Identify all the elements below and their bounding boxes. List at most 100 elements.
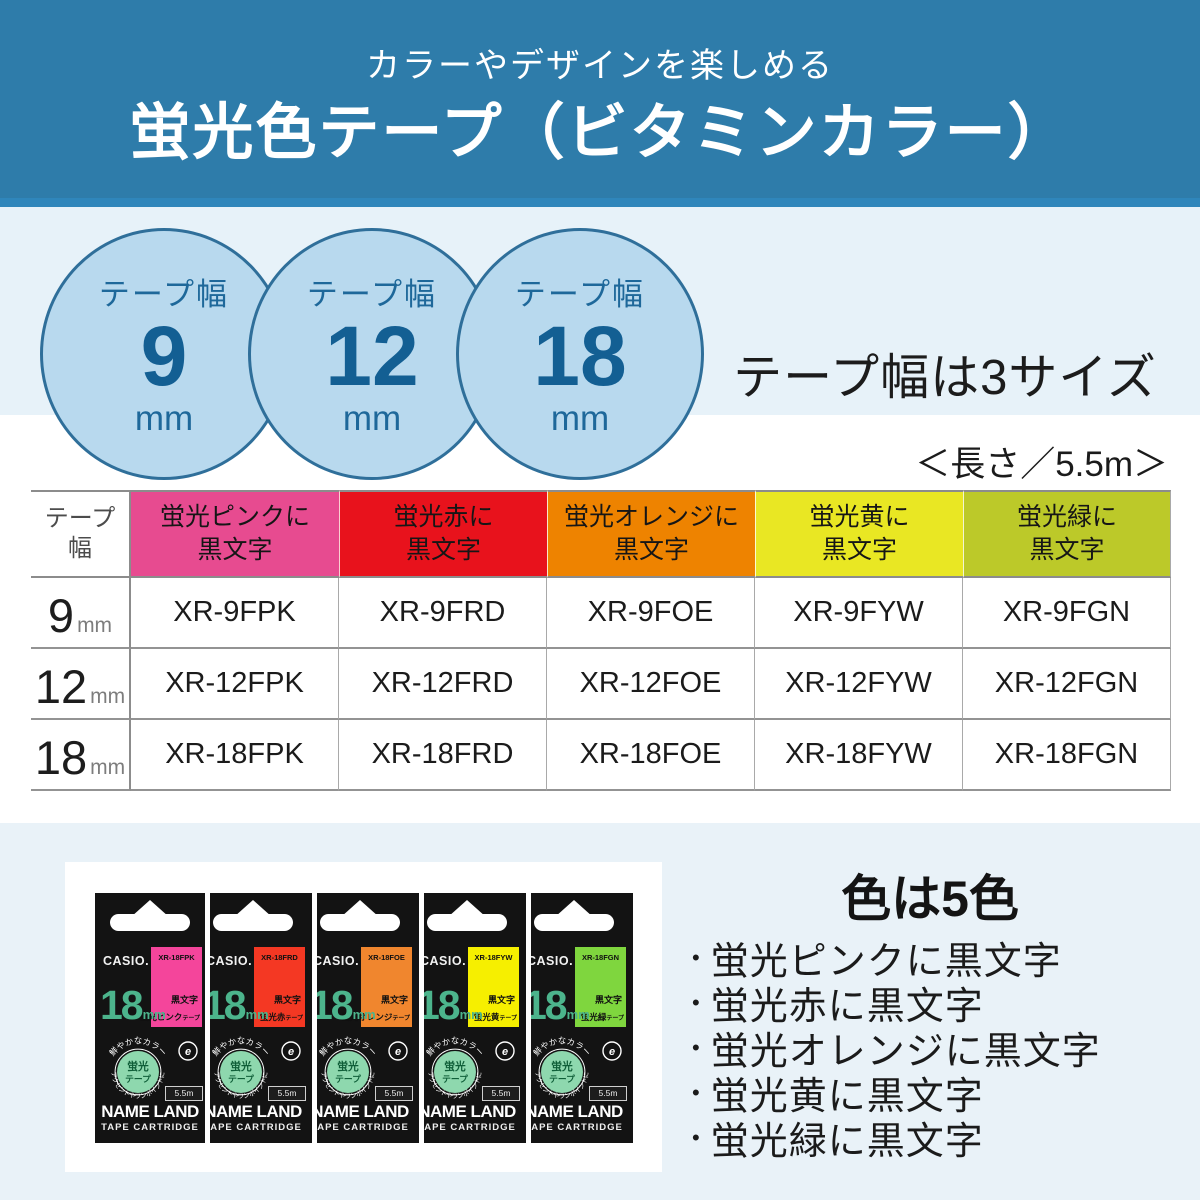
table-cell: XR-9FRD (339, 578, 547, 649)
ink-color-label: 黒文字 (273, 995, 301, 1005)
recycle-mark-icon: e (388, 1041, 408, 1061)
column-header-orange: 蛍光オレンジに 黒文字 (547, 490, 755, 578)
ink-color-label: 黒文字 (594, 995, 622, 1005)
cartridge-label: TAPE CARTRIDGE (317, 1122, 409, 1133)
tape-color-name: 蛍光オレンジ (341, 1012, 393, 1022)
svg-text:e: e (395, 1046, 401, 1058)
circle-value: 18 (533, 308, 627, 403)
model-number: XR-18FPK (158, 953, 195, 962)
fluorescent-tape-badge: 蛍光 テープ 鮮やかなカラー アクセントやワンポイントに (107, 1037, 168, 1101)
hero-bottom-edge (0, 198, 1200, 207)
column-header-line2: 黒文字 (613, 536, 689, 564)
tape-length-badge: 5.5m (482, 1086, 520, 1101)
svg-text:e: e (185, 1046, 191, 1058)
width-number: 18 (210, 982, 247, 1028)
casio-logo: CASIO. (531, 954, 574, 968)
tape-length-badge: 5.5m (268, 1086, 306, 1101)
table-cell: XR-18FGN (963, 720, 1171, 791)
column-header-line1: 蛍光オレンジに (563, 503, 739, 531)
tape-length-badge: 5.5m (165, 1086, 203, 1101)
width-unit: mm (566, 1007, 590, 1022)
width-unit: mm (459, 1007, 483, 1022)
list-item-label: 蛍光オレンジに黒文字 (710, 1031, 1101, 1073)
width-number: 18 (317, 982, 354, 1028)
ink-color-label: 黒文字 (380, 995, 408, 1005)
tape-color-suffix: テープ (285, 1016, 303, 1022)
hero-banner: カラーやデザインを楽しめる 蛍光色テープ（ビタミンカラー） (0, 0, 1200, 207)
tape-length-badge: 5.5m (589, 1086, 627, 1101)
svg-text:テープ: テープ (228, 1073, 254, 1084)
tape-width-circle-9: テープ幅 9 mm (40, 228, 288, 480)
table-cell: XR-18FPK (131, 720, 339, 791)
width-number: 18 (531, 982, 568, 1028)
circle-label: テープ幅 (98, 276, 230, 312)
tape-color-name: 蛍光黄 (473, 1012, 500, 1022)
svg-text:蛍光: 蛍光 (444, 1060, 466, 1073)
tape-color-label: 蛍光黄テープ (474, 1011, 517, 1023)
casio-logo: CASIO. (103, 954, 150, 968)
casio-logo: CASIO. (210, 954, 253, 968)
column-header-green: 蛍光緑に 黒文字 (963, 490, 1171, 578)
product-card-red: CASIO. XR-18FRD 黒文字 蛍光赤テープ 18mm 蛍光 (210, 893, 312, 1143)
tape-color-label: 蛍光赤テープ (260, 1011, 303, 1023)
cartridge-label: TAPE CARTRIDGE (210, 1122, 302, 1133)
tape-swatch: XR-18FPK 黒文字 蛍光ピンクテープ (140, 947, 202, 1027)
column-header-red: 蛍光赤に 黒文字 (339, 490, 547, 578)
svg-text:e: e (502, 1046, 508, 1058)
cartridge-label: TAPE CARTRIDGE (424, 1122, 516, 1133)
hero-subtitle: カラーやデザインを楽しめる (366, 47, 834, 85)
fluorescent-tape-badge: 蛍光 テープ 鮮やかなカラー アクセントやワンポイントに (531, 1037, 592, 1101)
bullet-icon: • (692, 944, 701, 970)
circle-label: テープ幅 (306, 276, 438, 312)
bullet-icon: • (692, 1034, 701, 1060)
table-cell: XR-12FRD (339, 649, 547, 720)
casio-logo: CASIO. (317, 954, 360, 968)
svg-text:e: e (288, 1046, 294, 1058)
list-item-label: 蛍光黄に黒文字 (710, 1076, 984, 1118)
column-header-line1: 蛍光赤に (393, 503, 494, 531)
nameland-logo: NAME LAND (424, 1102, 516, 1121)
svg-text:蛍光: 蛍光 (127, 1060, 149, 1073)
product-card-orange: CASIO. XR-18FOE 黒文字 蛍光オレンジテープ 18mm 蛍光 (317, 893, 419, 1143)
bullet-icon: • (692, 1124, 701, 1150)
column-header-line1: 蛍光ピンクに (159, 503, 310, 531)
model-table: テープ 幅 蛍光ピンクに 黒文字 蛍光赤に 黒文字 蛍光オレンジに 黒文字 蛍光… (31, 490, 1171, 791)
table-cell: XR-18FOE (547, 720, 755, 791)
cartridge-label: TAPE CARTRIDGE (101, 1122, 199, 1133)
tape-color-label: 蛍光ピンクテープ (140, 1011, 200, 1023)
tape-swatch: XR-18FYW 黒文字 蛍光黄テープ (468, 947, 519, 1027)
circle-unit: mm (342, 399, 402, 439)
column-header-line2: 黒文字 (1029, 536, 1105, 564)
circle-unit: mm (134, 399, 194, 439)
product-card-pink: CASIO. XR-18FPK 黒文字 蛍光ピンクテープ 18mm 蛍光 (95, 893, 205, 1143)
circle-value: 12 (325, 308, 419, 403)
width-unit: mm (142, 1007, 166, 1022)
list-item: • 蛍光赤に黒文字 (692, 980, 1101, 1028)
tape-color-name: 蛍光赤 (259, 1012, 286, 1022)
column-header-yellow: 蛍光黄に 黒文字 (755, 490, 963, 578)
tape-color-name: 蛍光ピンク (139, 1012, 183, 1022)
bullet-icon: • (692, 1079, 701, 1105)
tape-color-suffix: テープ (499, 1016, 517, 1022)
width-unit: mm (352, 1007, 376, 1022)
width-number: 18 (424, 982, 461, 1028)
svg-text:蛍光: 蛍光 (230, 1060, 252, 1073)
row-header-9mm: 9 mm (31, 578, 131, 649)
nameland-logo: NAME LAND (531, 1102, 623, 1121)
table-cell: XR-18FYW (755, 720, 963, 791)
svg-text:e: e (609, 1046, 615, 1058)
nameland-logo: NAME LAND (317, 1102, 409, 1121)
list-item-label: 蛍光赤に黒文字 (710, 986, 984, 1028)
nameland-logo: NAME LAND (101, 1102, 199, 1121)
column-header-line2: 黒文字 (197, 536, 273, 564)
column-header-line1: 蛍光黄に (809, 503, 910, 531)
svg-text:蛍光: 蛍光 (551, 1060, 573, 1073)
recycle-mark-icon: e (281, 1041, 301, 1061)
width-unit: mm (245, 1007, 269, 1022)
product-image-panel: CASIO. XR-18FPK 黒文字 蛍光ピンクテープ 18mm 蛍光 (65, 862, 662, 1172)
svg-text:蛍光: 蛍光 (337, 1060, 359, 1073)
tape-color-suffix: テープ (182, 1016, 200, 1022)
product-card-yellow: CASIO. XR-18FYW 黒文字 蛍光黄テープ 18mm 蛍光 (424, 893, 526, 1143)
fluorescent-tape-badge: 蛍光 テープ 鮮やかなカラー アクセントやワンポイントに (424, 1037, 485, 1101)
tape-swatch: XR-18FGN 黒文字 蛍光緑テープ (575, 947, 626, 1027)
